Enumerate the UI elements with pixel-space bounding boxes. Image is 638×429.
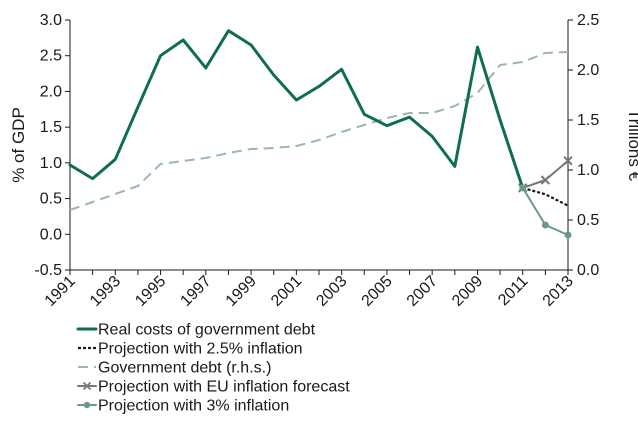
legend: Real costs of government debt Projection … (76, 322, 350, 415)
y-axis-label-left: % of GDP (9, 107, 28, 183)
x-tick-label: 2013 (540, 273, 577, 310)
x-tick-label: 1995 (132, 273, 169, 310)
legend-marker-3 (82, 381, 92, 391)
y-left-tick-label: 2.0 (40, 83, 62, 100)
series-4-point (564, 231, 572, 239)
y-right-tick-label: 0.5 (577, 212, 599, 229)
x-tick-label: 1993 (87, 273, 124, 310)
y-left-tick-label: -0.5 (34, 262, 62, 279)
y-left-tick-label: 1.0 (40, 155, 62, 172)
x-tick-label: 2005 (359, 273, 396, 310)
series-4-point (541, 221, 549, 229)
y-right-tick-label: 1.5 (577, 112, 599, 129)
y-left-tick-label: 0.0 (40, 226, 62, 243)
legend-label-4: Projection with 3% inflation (98, 398, 289, 415)
series-line-2 (69, 51, 569, 211)
x-tick-label: 2007 (404, 273, 441, 310)
y-left-tick-label: 1.5 (40, 119, 62, 136)
x-tick-label: 2011 (495, 273, 531, 309)
legend-label-1: Projection with 2.5% inflation (98, 341, 303, 358)
series-line-1 (522, 186, 569, 207)
series-4-point (519, 184, 527, 192)
series-line-0 (68, 29, 525, 190)
y-right-tick-label: 1.0 (577, 162, 599, 179)
series-3-point (563, 156, 573, 166)
y-right-tick-label: 0.0 (577, 262, 599, 279)
x-tick-label: 2001 (268, 273, 305, 310)
y-axis-label-right: Trillions € (625, 109, 638, 182)
series-line-3 (521, 159, 569, 189)
y-left-tick-label: 0.5 (40, 191, 62, 208)
x-tick-label: 2003 (313, 273, 350, 310)
x-tick-label: 2009 (449, 273, 486, 310)
legend-marker-4 (83, 401, 91, 409)
y-left-tick-label: 2.5 (40, 48, 62, 65)
x-tick-label: 1999 (223, 273, 260, 310)
legend-label-0: Real costs of government debt (98, 322, 316, 339)
axes (69, 20, 569, 271)
x-tick-label: 1997 (177, 273, 214, 310)
series-layer (68, 29, 573, 239)
y-right-tick-label: 2.0 (577, 62, 599, 79)
legend-label-2: Government debt (r.h.s.) (98, 360, 271, 377)
y-left-tick-label: 3.0 (40, 12, 62, 29)
series-3-point (540, 175, 551, 185)
y-right-tick-label: 2.5 (577, 12, 599, 29)
legend-label-3: Projection with EU inflation forecast (98, 379, 350, 396)
